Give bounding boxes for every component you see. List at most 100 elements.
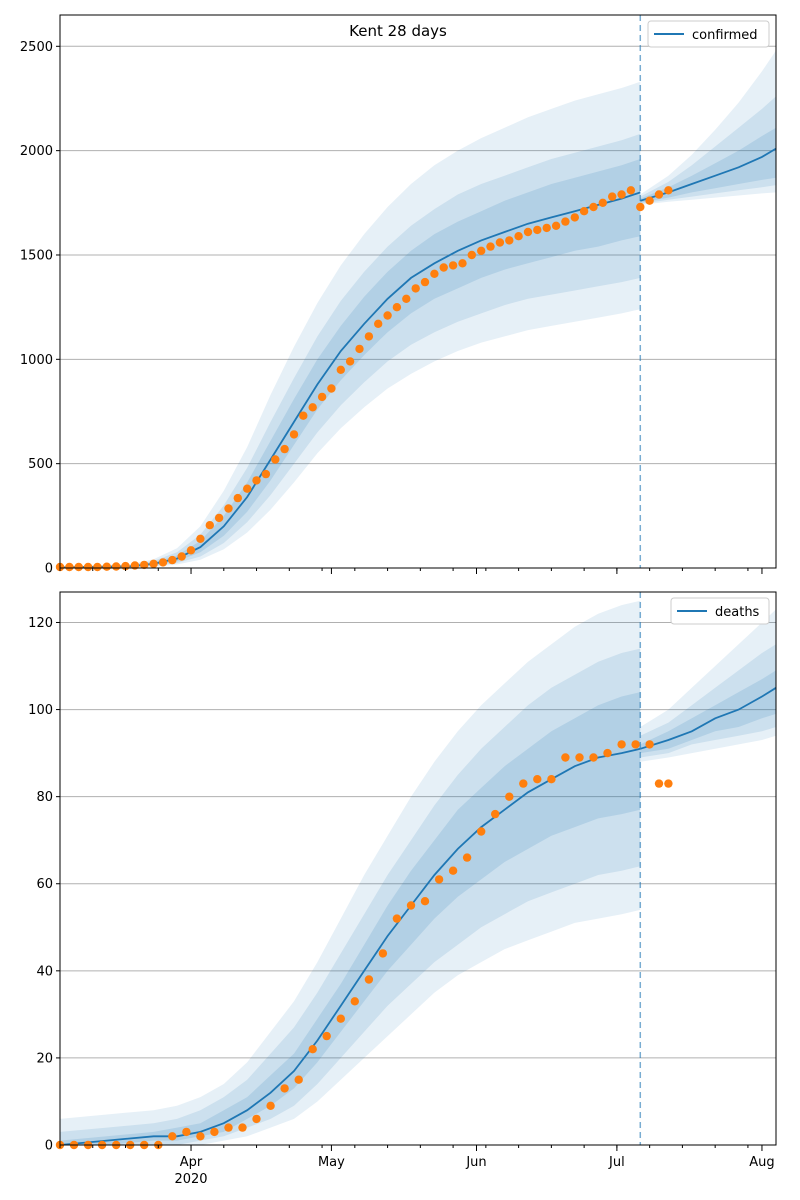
observed-point — [374, 319, 383, 328]
forecast-band-inner — [640, 127, 776, 203]
observed-point — [186, 546, 196, 555]
chart-title: Kent 28 days — [349, 22, 447, 40]
observed-point — [467, 250, 476, 260]
observed-point — [542, 223, 551, 233]
observed-point — [448, 261, 458, 270]
observed-point — [308, 403, 317, 412]
observed-point — [271, 455, 280, 464]
observed-point — [505, 236, 514, 245]
y-tick-label: 2500 — [20, 40, 53, 55]
forecast-band-outer — [640, 609, 776, 762]
observed-point — [439, 263, 448, 272]
observed-point — [458, 259, 467, 268]
x-tick-label: Jul — [608, 1155, 625, 1170]
forecast-band-inner — [640, 670, 776, 754]
x-tick-label: May — [318, 1155, 345, 1170]
observed-point — [505, 792, 514, 801]
y-tick-label: 1500 — [20, 248, 53, 263]
confirmed-legend: confirmed — [647, 20, 770, 48]
observed-point — [434, 875, 444, 884]
observed-point — [561, 217, 570, 226]
model-band-outer — [60, 81, 641, 569]
model-band-mid — [60, 648, 641, 1145]
observed-point — [280, 444, 289, 454]
observed-point — [289, 430, 299, 439]
observed-point — [406, 901, 416, 910]
observed-point — [243, 484, 252, 493]
x-tick-sublabel: 2020 — [174, 1172, 207, 1187]
observed-point — [345, 357, 355, 366]
observed-point — [533, 225, 542, 235]
observed-point — [378, 949, 388, 958]
legend-label-confirmed: confirmed — [692, 28, 758, 43]
observed-point — [664, 186, 673, 195]
observed-point — [322, 1031, 331, 1041]
observed-point — [519, 779, 528, 788]
observed-point — [336, 1014, 345, 1023]
observed-point — [420, 897, 430, 906]
observed-point — [308, 1045, 317, 1054]
observed-point — [547, 775, 556, 784]
observed-point — [224, 1123, 233, 1132]
observed-point — [83, 562, 93, 572]
observed-point — [182, 1127, 191, 1137]
observed-point — [93, 562, 102, 572]
observed-point — [533, 775, 542, 784]
observed-point — [261, 469, 271, 479]
observed-point — [299, 411, 308, 420]
observed-point — [617, 190, 626, 199]
observed-point — [364, 332, 374, 341]
observed-point — [196, 534, 205, 543]
observed-point — [631, 740, 640, 749]
observed-point — [491, 809, 500, 819]
forecast-band-mid — [640, 644, 776, 758]
observed-point — [280, 1084, 289, 1093]
observed-point — [645, 196, 654, 205]
y-tick-label: 100 — [28, 703, 53, 718]
observed-point — [654, 779, 664, 788]
y-tick-label: 20 — [36, 1051, 53, 1066]
forecast-mean-line — [640, 687, 777, 750]
x-tick-label: Apr — [180, 1155, 203, 1170]
observed-point — [317, 392, 327, 402]
forecast-band-mid — [640, 96, 776, 204]
observed-point — [112, 562, 121, 571]
legend-label-deaths: deaths — [715, 605, 760, 620]
observed-point — [570, 213, 579, 222]
plot-frame — [59, 14, 777, 569]
observed-point — [626, 186, 636, 195]
observed-point — [168, 555, 177, 565]
y-tick-label: 0 — [45, 1139, 53, 1154]
observed-point — [350, 997, 359, 1006]
deaths-legend: deaths — [670, 597, 770, 625]
observed-point — [238, 1123, 247, 1132]
observed-point — [252, 476, 261, 485]
model-mean-line — [59, 747, 641, 1146]
observed-point — [177, 552, 186, 561]
observed-point — [603, 748, 612, 758]
observed-point — [551, 221, 561, 230]
observed-point — [514, 232, 523, 241]
observed-point — [74, 562, 83, 572]
observed-point — [149, 559, 158, 568]
model-band-inner — [60, 692, 641, 1145]
observed-point — [233, 493, 242, 503]
observed-point — [636, 202, 645, 212]
y-tick-label: 500 — [28, 457, 53, 472]
model-band-mid — [60, 133, 641, 568]
observed-point — [420, 277, 430, 287]
y-tick-label: 1000 — [20, 353, 53, 368]
observed-point — [477, 827, 486, 836]
observed-point — [411, 284, 420, 293]
x-tick-label: Jun — [465, 1155, 486, 1170]
deaths-chart: 0 20 40 60 80 100 120 Apr 2020 May Jun Jul Aug death… — [28, 591, 777, 1187]
observed-point — [65, 562, 74, 572]
y-tick-label: 60 — [36, 877, 53, 892]
observed-point — [462, 853, 472, 862]
model-band-outer — [60, 600, 641, 1145]
observed-point — [224, 504, 233, 513]
observed-point — [495, 238, 505, 247]
plot-frame — [59, 591, 777, 1146]
